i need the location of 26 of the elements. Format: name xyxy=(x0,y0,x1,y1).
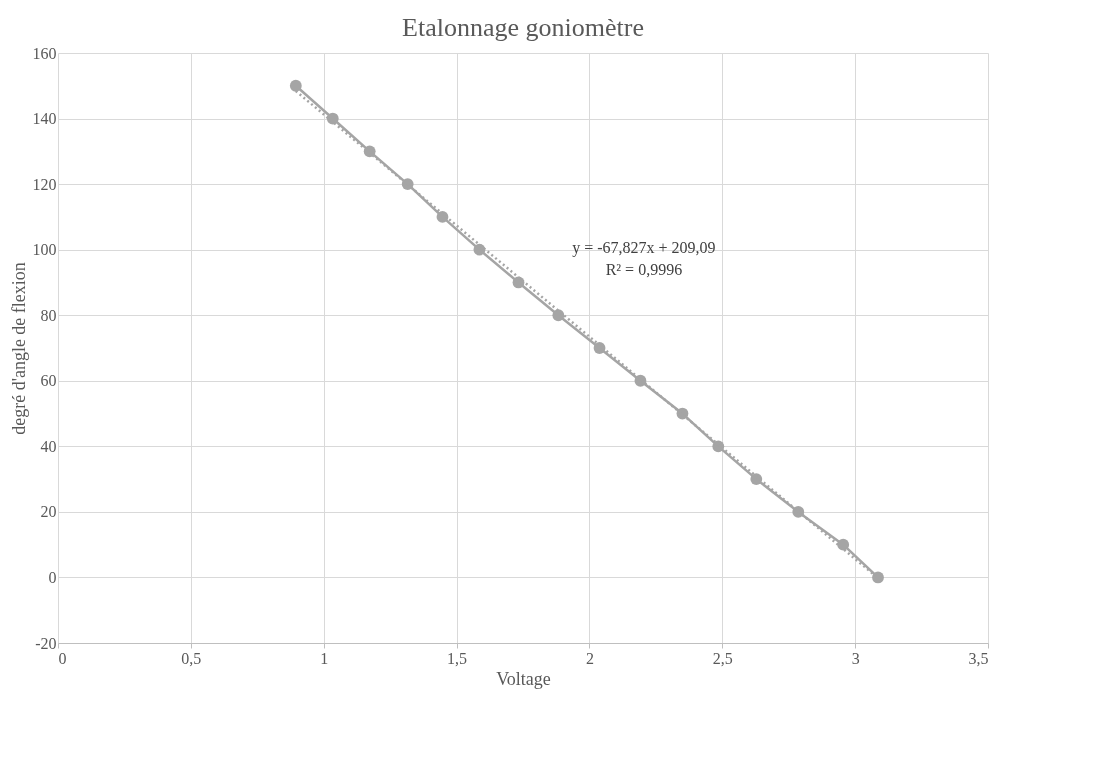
y-tick-label: 20 xyxy=(40,503,57,521)
x-tick-label: 3 xyxy=(851,649,860,667)
annotation: R² = 0,9996 xyxy=(605,260,683,278)
x-tick-label: 2 xyxy=(585,649,594,667)
annotation: y = -67,827x + 209,09 xyxy=(572,238,716,257)
y-tick-label: 140 xyxy=(32,110,57,128)
y-tick-label: -20 xyxy=(35,634,57,652)
point xyxy=(837,538,850,551)
point xyxy=(289,79,302,92)
point xyxy=(750,473,763,486)
chart-title: Etalonnage goniomètre xyxy=(402,13,644,42)
y-tick-label: 100 xyxy=(32,241,57,259)
x-axis-title: Voltage xyxy=(496,668,551,689)
x-tick-label: 0,5 xyxy=(181,649,202,667)
x-tick-label: 1 xyxy=(320,649,329,667)
y-tick-label: 120 xyxy=(32,175,57,193)
x-tick-label: 2,5 xyxy=(712,649,733,667)
x-tick-label: 3,5 xyxy=(968,649,989,667)
y-tick-label: 0 xyxy=(48,568,57,586)
y-axis-title: degré d'angle de flexion xyxy=(8,262,29,435)
y-tick-label: 160 xyxy=(32,44,57,62)
y-tick-label: 60 xyxy=(40,372,57,390)
y-tick-label: 80 xyxy=(40,306,57,324)
point xyxy=(872,571,884,584)
y-tick-label: 40 xyxy=(40,437,57,455)
x-tick-label: 1,5 xyxy=(447,649,468,667)
